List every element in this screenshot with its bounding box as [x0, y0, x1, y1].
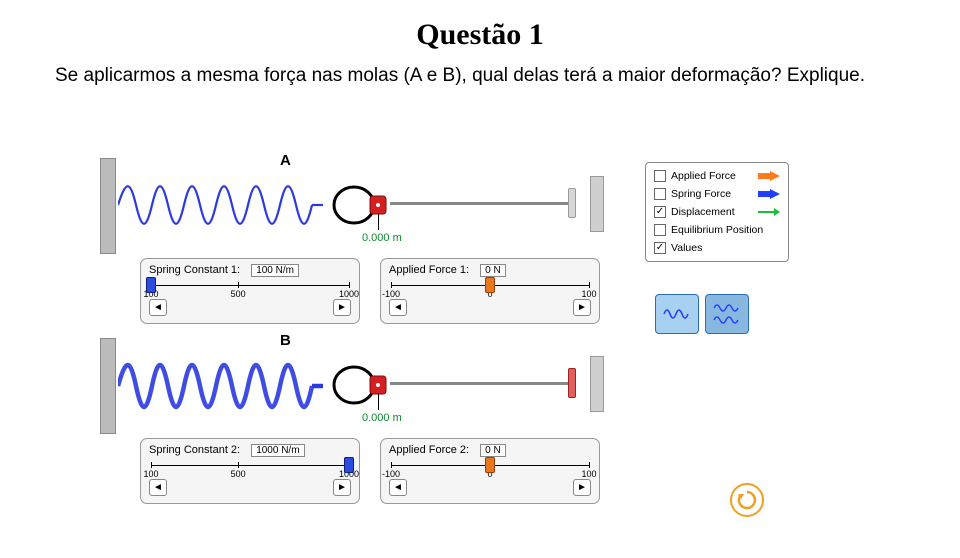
mode-single-spring[interactable] [655, 294, 699, 334]
af2-value: 0 N [480, 444, 506, 457]
wall-b [100, 338, 116, 434]
chk-applied-force[interactable] [654, 170, 666, 182]
spring-force-arrow-icon [758, 189, 780, 199]
stop-wall-a [590, 176, 604, 232]
spring-a-label: A [280, 152, 291, 169]
sc2-label: Spring Constant 2: [149, 444, 240, 456]
sc2-inc[interactable]: ► [333, 479, 351, 496]
options-panel: Applied Force Spring Force ✓ Displacemen… [645, 162, 789, 262]
spring-b-rod [390, 382, 570, 385]
spring-a-rod [390, 202, 570, 205]
chk-equilibrium[interactable] [654, 224, 666, 236]
wall-a [100, 158, 116, 254]
sc2-slider[interactable]: 100 500 1000 [151, 461, 349, 477]
mode-two-springs[interactable] [705, 294, 749, 334]
spring-a-handle[interactable] [332, 182, 392, 233]
sc2-value: 1000 N/m [251, 444, 304, 457]
af1-label: Applied Force 1: [389, 264, 469, 276]
af1-inc[interactable]: ► [573, 299, 591, 316]
spring-b-endcap [568, 368, 576, 398]
af2-dec[interactable]: ◄ [389, 479, 407, 496]
spring-a-endcap [568, 188, 576, 218]
af1-dec[interactable]: ◄ [389, 299, 407, 316]
two-springs-icon [712, 300, 742, 328]
reset-icon [736, 489, 758, 511]
page-title: Questão 1 [0, 18, 960, 52]
chk-displacement[interactable]: ✓ [654, 206, 666, 218]
spring-b-label: B [280, 332, 291, 349]
stop-wall-b [590, 356, 604, 412]
opt-displacement[interactable]: ✓ Displacement [654, 206, 780, 218]
panel-spring-constant-2: Spring Constant 2: 1000 N/m 100 500 1000… [140, 438, 360, 504]
disp-tick-b [378, 394, 379, 410]
opt-spring-force[interactable]: Spring Force [654, 188, 780, 200]
disp-tick-a [378, 214, 379, 230]
sc1-value: 100 N/m [251, 264, 299, 277]
reset-button[interactable] [730, 483, 764, 517]
af2-inc[interactable]: ► [573, 479, 591, 496]
opt-equilibrium[interactable]: Equilibrium Position [654, 224, 780, 236]
sc1-dec[interactable]: ◄ [149, 299, 167, 316]
displacement-arrow-icon [758, 207, 780, 217]
opt-values[interactable]: ✓ Values [654, 242, 780, 254]
panel-applied-force-1: Applied Force 1: 0 N -100 0 100 ◄ ► [380, 258, 600, 324]
displacement-b: 0.000 m [362, 412, 402, 424]
spring-a-coil [118, 180, 323, 235]
question-text: Se aplicarmos a mesma força nas molas (A… [55, 64, 905, 89]
af2-label: Applied Force 2: [389, 444, 469, 456]
af2-slider[interactable]: -100 0 100 [391, 461, 589, 477]
sc2-dec[interactable]: ◄ [149, 479, 167, 496]
panel-spring-constant-1: Spring Constant 1: 100 N/m 100 500 1000 … [140, 258, 360, 324]
single-spring-icon [662, 302, 692, 326]
spring-b-handle[interactable] [332, 362, 392, 413]
spring-b-coil [118, 360, 323, 417]
chk-values[interactable]: ✓ [654, 242, 666, 254]
af1-slider[interactable]: -100 0 100 [391, 281, 589, 297]
applied-force-arrow-icon [758, 171, 780, 181]
af1-value: 0 N [480, 264, 506, 277]
sc1-slider[interactable]: 100 500 1000 [151, 281, 349, 297]
displacement-a: 0.000 m [362, 232, 402, 244]
sc1-label: Spring Constant 1: [149, 264, 240, 276]
opt-applied-force[interactable]: Applied Force [654, 170, 780, 182]
sc1-inc[interactable]: ► [333, 299, 351, 316]
panel-applied-force-2: Applied Force 2: 0 N -100 0 100 ◄ ► [380, 438, 600, 504]
chk-spring-force[interactable] [654, 188, 666, 200]
